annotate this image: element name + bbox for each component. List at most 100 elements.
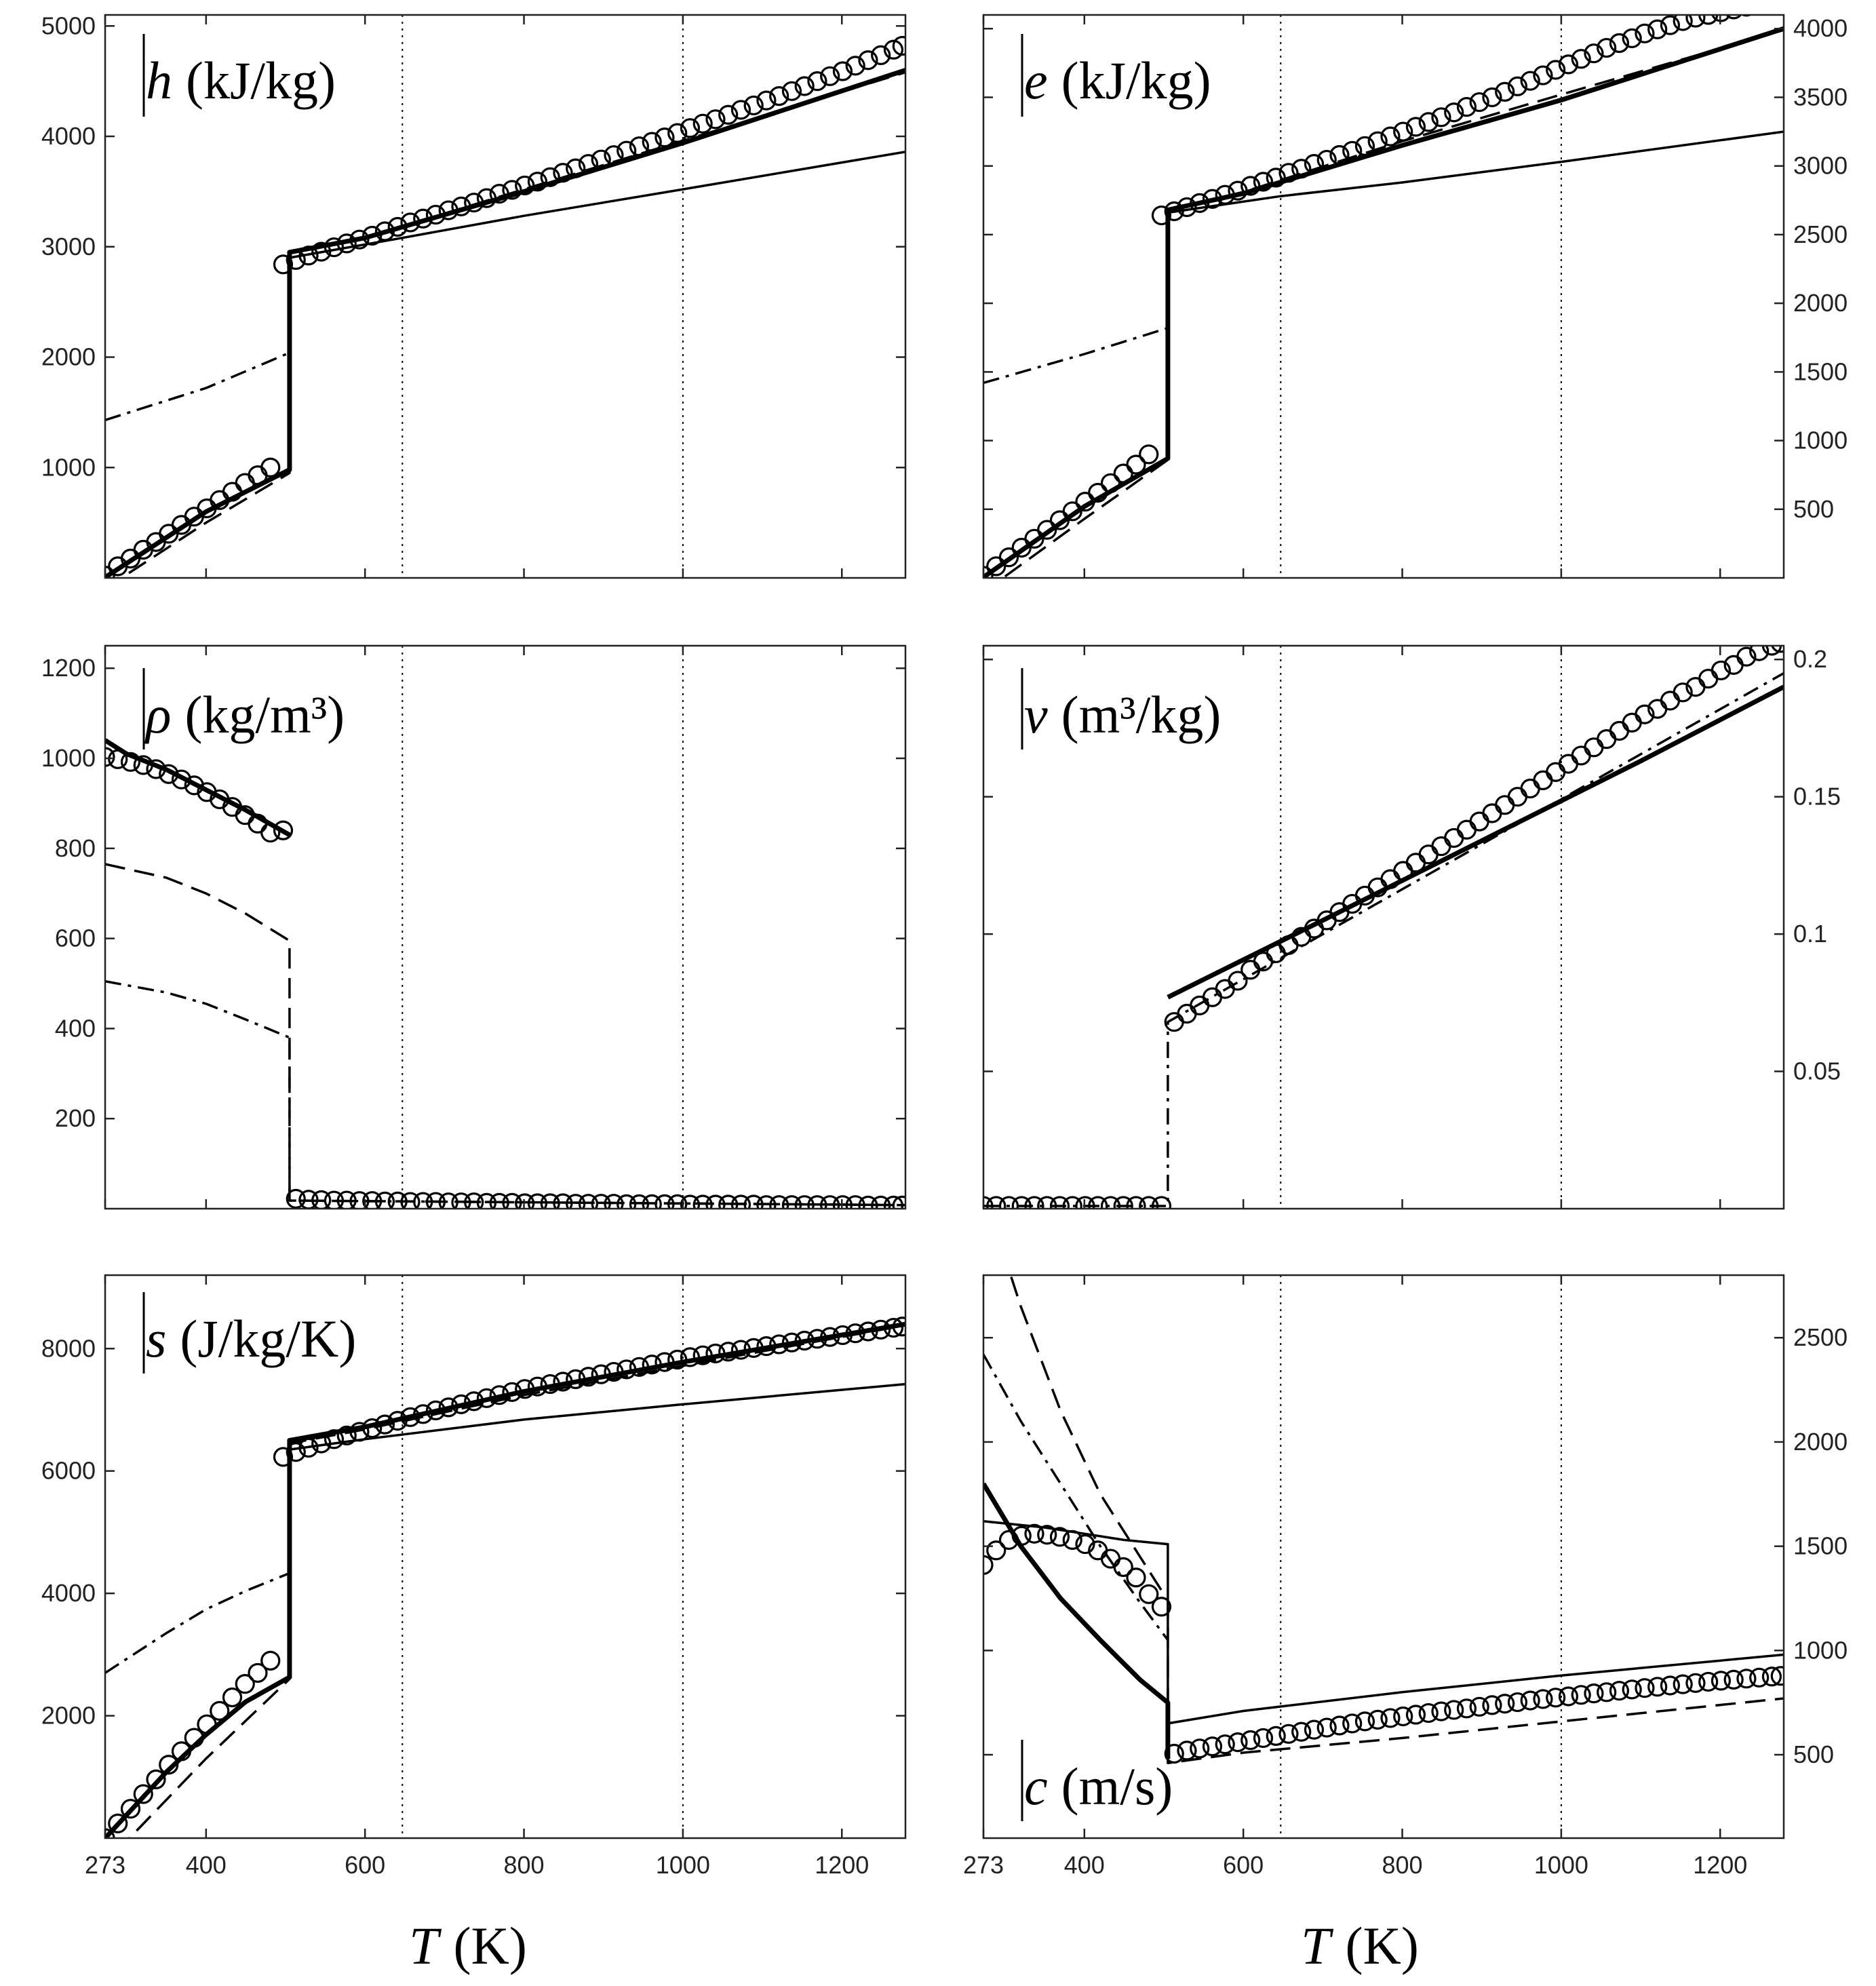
data-point-marker — [1240, 960, 1261, 980]
y-tick-label: 500 — [1793, 1740, 1834, 1768]
y-tick-label: 2000 — [41, 1702, 96, 1730]
data-point-marker — [1469, 92, 1489, 113]
series-line-thick — [105, 738, 291, 837]
data-point-marker — [718, 104, 739, 125]
y-tick-label: 5000 — [41, 12, 96, 39]
y-tick-label: 2000 — [1793, 289, 1848, 317]
quantity-unit: (kJ/kg) — [1061, 51, 1211, 110]
data-point-marker — [1647, 1677, 1668, 1697]
series-line-solid — [289, 151, 905, 259]
y-tick-label: 1000 — [1793, 1636, 1848, 1664]
panel-c: 273 400 600 800 1000 1200 500 1000 1500 2000 2500 c… — [963, 1274, 1848, 1879]
data-point-marker — [1584, 43, 1604, 64]
x-tick-label: 273 — [85, 1851, 125, 1879]
data-point-marker — [807, 71, 827, 92]
x-tick-label: 1000 — [656, 1851, 710, 1879]
data-point-marker — [1215, 1734, 1235, 1755]
data-point-marker — [1482, 87, 1502, 108]
data-point-marker — [983, 1555, 994, 1575]
quantity-symbol: ρ — [144, 685, 171, 744]
data-point-marker — [105, 566, 115, 578]
data-point-marker — [1761, 646, 1782, 656]
data-point-marker — [1698, 668, 1719, 689]
data-point-marker — [1685, 1673, 1706, 1693]
data-point-marker — [892, 35, 905, 56]
data-point-marker — [1202, 987, 1223, 1007]
data-point-marker — [1444, 828, 1464, 849]
y-tick-label: 600 — [55, 924, 96, 952]
data-point-marker — [820, 66, 840, 86]
series-line-dashed — [128, 1324, 905, 1838]
data-point-marker — [1751, 0, 1768, 13]
data-point-marker — [1740, 15, 1753, 17]
y-tick-label: 1200 — [41, 654, 96, 682]
data-point-marker — [1584, 737, 1604, 758]
data-point-marker — [892, 1195, 905, 1209]
data-point-marker — [248, 1662, 268, 1683]
x-tick-label: 800 — [1382, 1851, 1422, 1879]
x-tick-label: 1200 — [815, 1851, 869, 1879]
data-point-marker — [1635, 704, 1655, 724]
data-point-marker — [1520, 71, 1540, 91]
data-point-marker — [1609, 720, 1630, 741]
data-point-marker — [1075, 1534, 1095, 1555]
y-tick-label: 0.15 — [1793, 783, 1841, 811]
data-point-marker — [235, 1674, 255, 1694]
x-axis-label-left: T (K) — [409, 1916, 527, 1975]
data-point-marker — [222, 1687, 243, 1708]
data-point-marker — [1622, 712, 1642, 733]
y-tick-label: 3000 — [41, 233, 96, 260]
data-point-marker — [1037, 520, 1057, 540]
data-point-marker — [1533, 1689, 1553, 1709]
data-point-marker — [858, 50, 878, 71]
data-point-marker — [998, 547, 1019, 568]
data-point-marker — [1431, 1701, 1451, 1721]
y-tick-label: 2000 — [1793, 1428, 1848, 1456]
data-point-marker — [1558, 1686, 1579, 1707]
y-tick-label: 800 — [55, 834, 96, 862]
data-point-marker — [1456, 97, 1477, 117]
series-line-dashed — [105, 863, 905, 1207]
data-point-marker — [1558, 54, 1579, 75]
quantity-unit: (kJ/kg) — [186, 51, 336, 110]
data-point-marker — [1507, 76, 1528, 96]
data-point-marker — [1037, 1525, 1057, 1545]
data-point-marker — [1711, 660, 1732, 681]
data-point-marker — [1507, 787, 1528, 807]
x-tick-label: 400 — [186, 1851, 227, 1879]
data-point-marker — [1177, 1003, 1197, 1024]
y-tick-label: 2500 — [1793, 220, 1848, 248]
data-point-marker — [1431, 836, 1451, 857]
panel-v: 0.05 0.1 0.15 0.2 v (m³/kg) — [982, 644, 1841, 1210]
data-point-marker — [1763, 0, 1780, 10]
y-tick-label: 2500 — [1793, 1323, 1848, 1351]
series-line-dashed — [120, 71, 905, 578]
data-point-marker — [1635, 23, 1655, 43]
data-point-marker — [1316, 1717, 1337, 1738]
series-line-thick — [105, 68, 905, 578]
data-point-marker — [883, 39, 904, 60]
data-point-marker — [1725, 15, 1742, 20]
quantity-symbol: e — [1024, 51, 1048, 110]
data-point-marker — [1685, 15, 1706, 28]
x-axis-label-right: T (K) — [1301, 1916, 1419, 1975]
data-point-marker — [1228, 1732, 1248, 1753]
data-point-marker — [1571, 1685, 1591, 1705]
data-point-marker — [1456, 1698, 1477, 1719]
series-line-dashdot — [105, 1572, 290, 1674]
data-point-marker — [1482, 1695, 1502, 1715]
axes-frame — [104, 644, 907, 1210]
data-point-marker — [769, 86, 789, 106]
y-tick-label: 1000 — [41, 744, 96, 772]
data-point-marker — [1329, 1715, 1350, 1736]
plot-area — [983, 0, 1784, 578]
series-line-solid — [289, 1382, 905, 1451]
data-point-marker — [1770, 1666, 1784, 1686]
series-line-solid — [1167, 130, 1784, 214]
quantity-symbol: v — [1024, 685, 1048, 744]
x-tick-label: 1000 — [1534, 1851, 1588, 1879]
quantity-label: e (kJ/kg) — [1024, 51, 1211, 110]
data-point-marker — [1418, 1702, 1439, 1724]
panel-h: 1000 2000 3000 4000 5000 h (kJ/kg) — [41, 12, 907, 579]
